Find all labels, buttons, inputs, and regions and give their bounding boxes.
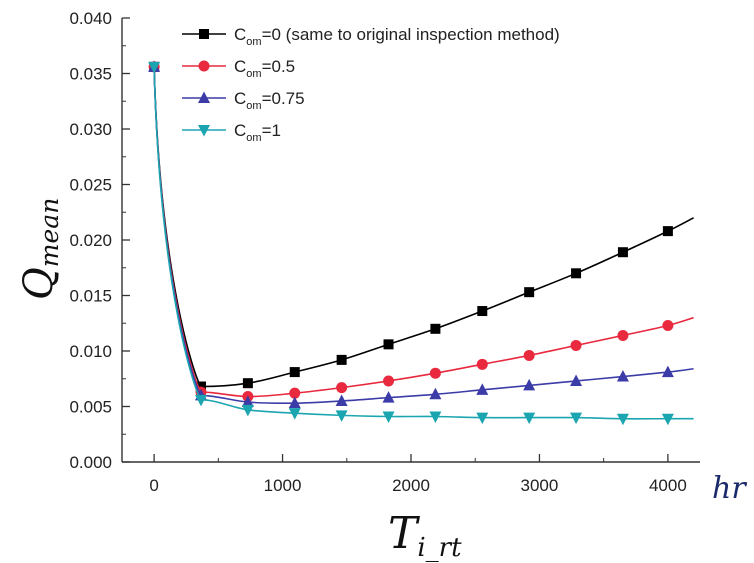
data-point [288, 396, 301, 409]
y-axis-label-main: Q [16, 267, 62, 300]
y-tick-label: 0.005 [69, 398, 112, 417]
data-point [616, 413, 629, 426]
data-point [382, 391, 395, 403]
y-axis-label-subscript: mean [35, 198, 64, 268]
data-point [571, 268, 582, 279]
data-point [289, 387, 301, 399]
legend-label: Com=0 (same to original inspection metho… [234, 25, 560, 48]
data-point [524, 287, 535, 298]
data-point [523, 412, 536, 425]
series-3 [148, 61, 694, 426]
legend-label-suffix: =0.5 [262, 57, 296, 76]
data-point [477, 306, 488, 317]
legend-label-subscript: om [246, 100, 261, 112]
data-point [383, 375, 395, 387]
legend-label-prefix: C [234, 57, 246, 76]
series-1 [148, 61, 694, 403]
y-tick-label: 0.020 [69, 231, 112, 250]
data-point [430, 323, 441, 334]
legend-label: Com=1 [234, 121, 281, 144]
series-0 [149, 61, 694, 392]
data-point [476, 412, 489, 425]
y-axis-label: Qmean [16, 198, 64, 300]
legend-entry-0: Com=0 (same to original inspection metho… [182, 25, 560, 48]
data-point [195, 381, 206, 392]
data-point [335, 410, 348, 422]
data-point [429, 367, 441, 379]
y-tick-label: 0.025 [69, 176, 112, 195]
data-point [570, 412, 583, 425]
data-point [616, 370, 629, 382]
data-point [570, 374, 583, 386]
data-point [429, 411, 442, 423]
data-point [661, 413, 674, 426]
series-line [153, 66, 694, 398]
data-point [336, 354, 347, 365]
x-axis-unit: hr [712, 471, 747, 506]
series-2 [148, 60, 694, 409]
series-line [153, 66, 694, 388]
legend-label-prefix: C [234, 121, 246, 140]
legend-label-suffix: =0.75 [262, 89, 305, 108]
data-point [289, 367, 300, 378]
data-point [198, 125, 210, 137]
legend: Com=0 (same to original inspection metho… [182, 25, 560, 144]
legend-label-subscript: om [246, 68, 261, 80]
data-point [662, 319, 674, 331]
data-point [617, 329, 629, 341]
series-line [153, 66, 694, 405]
data-point [241, 395, 254, 408]
data-point [383, 339, 394, 350]
data-point [476, 358, 488, 370]
data-point [242, 378, 253, 389]
x-axis-label: Ti_rt [388, 508, 462, 563]
data-point [335, 394, 348, 406]
x-tick-label: 3000 [521, 476, 559, 495]
legend-label-subscript: om [246, 132, 261, 144]
data-point [382, 411, 395, 423]
data-point [198, 60, 210, 72]
legend-label-prefix: C [234, 89, 246, 108]
tick-layer: 0.000 0.005 0.010 0.015 0.020 0.025 0.030 0.035… [69, 9, 686, 495]
data-point [241, 404, 254, 417]
legend-entry-1: Com=0.5 [182, 57, 295, 80]
data-point [288, 408, 301, 420]
x-axis-label-main: T [388, 508, 421, 559]
x-tick-label: 4000 [649, 476, 687, 495]
data-point [662, 226, 673, 237]
data-point [523, 349, 535, 361]
data-point [194, 394, 207, 407]
data-point [661, 365, 674, 378]
y-tick-label: 0.000 [69, 453, 112, 472]
y-tick-label: 0.040 [69, 9, 112, 28]
data-point [429, 387, 442, 400]
legend-label-prefix: C [234, 25, 246, 44]
x-tick-label: 2000 [392, 476, 430, 495]
data-point [570, 339, 582, 351]
y-tick-label: 0.015 [69, 287, 112, 306]
data-point [148, 61, 161, 74]
series-line [153, 66, 694, 420]
data-point [476, 383, 489, 395]
legend-entry-2: Com=0.75 [182, 89, 305, 112]
legend-label-subscript: om [246, 36, 261, 48]
legend-label-suffix: =0 (same to original inspection method) [262, 25, 560, 44]
legend-label: Com=0.5 [234, 57, 295, 80]
data-point [523, 378, 536, 391]
legend-label-suffix: =1 [262, 121, 281, 140]
data-point [199, 29, 209, 39]
y-tick-label: 0.010 [69, 342, 112, 361]
data-point [198, 91, 210, 103]
x-tick-label: 1000 [264, 476, 302, 495]
legend-entry-3: Com=1 [182, 121, 281, 144]
data-point [336, 382, 348, 394]
y-tick-label: 0.030 [69, 120, 112, 139]
y-tick-label: 0.035 [69, 65, 112, 84]
x-tick-label: 0 [149, 476, 158, 495]
x-axis-label-subscript: i_rt [417, 533, 462, 563]
legend-label: Com=0.75 [234, 89, 305, 112]
data-point [617, 247, 628, 258]
series-layer [148, 60, 694, 426]
